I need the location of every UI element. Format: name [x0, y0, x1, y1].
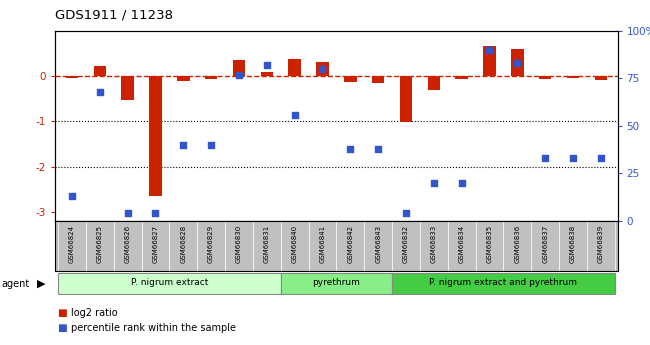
Bar: [448, 221, 476, 271]
Text: GSM66836: GSM66836: [514, 225, 520, 263]
Bar: [392, 221, 420, 271]
Point: [373, 146, 384, 151]
Bar: [428, 76, 440, 90]
Text: GSM66824: GSM66824: [69, 225, 75, 263]
Text: P. nigrum extract: P. nigrum extract: [131, 278, 208, 287]
Bar: [567, 76, 579, 78]
Text: GSM66835: GSM66835: [486, 225, 493, 263]
Bar: [539, 76, 551, 79]
Text: ▶: ▶: [37, 279, 46, 288]
Bar: [316, 62, 329, 76]
Bar: [309, 221, 337, 271]
Point: [95, 89, 105, 95]
Text: P. nigrum extract and pyrethrum: P. nigrum extract and pyrethrum: [430, 278, 577, 287]
Text: GSM66828: GSM66828: [180, 225, 187, 263]
Text: pyrethrum: pyrethrum: [313, 278, 360, 287]
Text: GSM66841: GSM66841: [319, 225, 326, 263]
Bar: [289, 59, 301, 76]
Bar: [86, 221, 114, 271]
Point: [456, 180, 467, 186]
Point: [178, 142, 188, 148]
Bar: [225, 221, 253, 271]
Bar: [559, 221, 587, 271]
Text: GSM66838: GSM66838: [570, 225, 576, 263]
Bar: [587, 221, 615, 271]
Text: GSM66827: GSM66827: [153, 225, 159, 263]
Text: GSM66833: GSM66833: [431, 225, 437, 263]
Text: GSM66840: GSM66840: [292, 225, 298, 263]
Bar: [372, 76, 384, 82]
Text: GSM66837: GSM66837: [542, 225, 548, 263]
Text: GSM66834: GSM66834: [459, 225, 465, 263]
Bar: [364, 221, 392, 271]
Text: GSM66832: GSM66832: [403, 225, 409, 263]
Point: [150, 210, 161, 216]
Point: [567, 155, 578, 161]
Bar: [122, 76, 134, 100]
Point: [289, 112, 300, 117]
Bar: [142, 221, 170, 271]
Bar: [511, 49, 523, 76]
Point: [261, 62, 272, 68]
Text: ■: ■: [57, 324, 66, 333]
Point: [595, 155, 606, 161]
Bar: [281, 221, 309, 271]
Point: [122, 210, 133, 216]
Bar: [177, 76, 190, 81]
FancyBboxPatch shape: [392, 273, 615, 294]
Text: GSM66825: GSM66825: [97, 225, 103, 263]
Bar: [476, 221, 503, 271]
Text: GSM66831: GSM66831: [264, 225, 270, 263]
Point: [401, 210, 411, 216]
Bar: [531, 221, 559, 271]
Text: GSM66830: GSM66830: [236, 225, 242, 263]
Point: [317, 66, 328, 72]
Bar: [503, 221, 531, 271]
Bar: [456, 76, 468, 79]
Point: [206, 142, 216, 148]
Bar: [483, 46, 496, 76]
Bar: [94, 66, 106, 76]
Point: [428, 180, 439, 186]
Bar: [261, 72, 273, 76]
Bar: [233, 60, 245, 76]
Point: [345, 146, 356, 151]
Point: [540, 155, 551, 161]
Bar: [595, 76, 607, 80]
Text: log2 ratio: log2 ratio: [71, 308, 118, 318]
Point: [484, 47, 495, 53]
Bar: [170, 221, 197, 271]
Bar: [150, 76, 162, 196]
Bar: [253, 221, 281, 271]
Point: [234, 72, 244, 78]
Text: GSM66839: GSM66839: [598, 225, 604, 263]
Bar: [400, 76, 412, 122]
Bar: [337, 221, 364, 271]
FancyBboxPatch shape: [281, 273, 392, 294]
Point: [512, 61, 523, 66]
Bar: [58, 221, 86, 271]
Text: GSM66826: GSM66826: [125, 225, 131, 263]
Text: GSM66829: GSM66829: [208, 225, 214, 263]
Text: GDS1911 / 11238: GDS1911 / 11238: [55, 9, 174, 22]
Bar: [66, 76, 78, 78]
Bar: [344, 76, 357, 82]
Bar: [114, 221, 142, 271]
FancyBboxPatch shape: [58, 273, 281, 294]
Text: percentile rank within the sample: percentile rank within the sample: [71, 324, 236, 333]
Bar: [420, 221, 448, 271]
Text: agent: agent: [1, 279, 29, 288]
Bar: [197, 221, 225, 271]
Text: GSM66842: GSM66842: [347, 225, 354, 263]
Text: GSM66843: GSM66843: [375, 225, 381, 263]
Bar: [205, 76, 217, 79]
Point: [67, 193, 77, 199]
Text: ■: ■: [57, 308, 66, 318]
